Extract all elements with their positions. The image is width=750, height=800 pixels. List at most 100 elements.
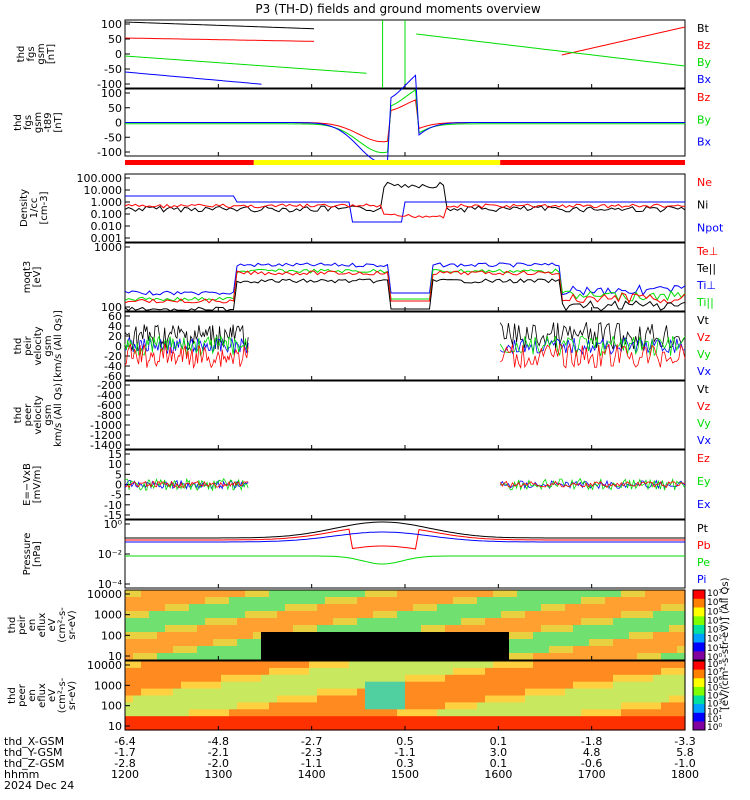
spectrogram-cell [637,639,646,647]
spectrogram-cell [197,618,206,626]
spectrogram-cell [221,702,230,710]
spectrogram-cell [437,702,446,710]
spectrogram-cell [573,688,582,697]
legend-Pe: Pe [697,556,710,569]
spectrogram-cell [189,661,198,669]
spectrogram-cell [213,639,222,647]
y-tick-label: 10⁻² [98,548,122,561]
spectrogram-cell [533,611,542,619]
series-Bz-late [561,26,686,56]
spectrogram-cell [621,632,630,640]
spectrogram-cell [557,632,566,640]
spectrogram-cell [645,702,654,710]
spectrogram-cell [261,632,270,640]
spectrogram-cell [405,611,414,619]
spectrogram-cell [629,611,638,619]
y-axis-label: (cm²-s- [57,607,68,643]
spectrogram-cell [589,674,598,683]
spectrogram-cell [261,723,270,731]
spectrogram-cell [357,723,366,731]
spectrogram-cell [229,618,238,626]
spectrogram-cell [541,632,550,640]
spectrogram-cell [317,597,326,605]
spectrogram-cell [365,702,374,710]
spectrogram-cell [541,667,550,676]
spectrogram-cell [341,597,350,605]
spectrogram-cell [469,611,478,619]
spectrogram-cell [677,611,686,619]
spectrogram-cell [645,618,654,626]
spectrogram-cell [157,667,166,676]
colorbar-segment [693,721,705,731]
y-tick-label: 100 [101,18,122,31]
spectrogram-cell [517,667,526,676]
spectrogram-cell [437,597,446,605]
spectrogram-cell [149,723,158,731]
spectrogram-cell [373,702,382,710]
spectrogram-cell [501,597,510,605]
spectrogram-cell [261,688,270,697]
spectrogram-cell [213,695,222,703]
spectrogram-cell [621,674,630,683]
spectrogram-cell [149,702,158,710]
panel-frame [124,380,686,450]
spectrogram-cell [461,618,470,626]
spectrogram-cell [405,695,414,703]
spectrogram-cell [221,611,230,619]
spectrogram-cell [381,639,390,647]
colorbar-segment [693,590,705,600]
spectrogram-cell [245,688,254,697]
spectrogram-cell [557,702,566,710]
spectrogram-cell [573,667,582,676]
spectrogram-cell [397,723,406,731]
legend-Bz: Bz [697,39,711,52]
spectrogram-cell [149,667,158,676]
spectrogram-cell [381,618,390,626]
spectrogram-cell [237,716,246,724]
spectrogram-cell [261,709,270,717]
series-#00dd00 [125,89,685,154]
spectrogram-cell [373,661,382,669]
spectrogram-cell [421,653,430,661]
spectrogram-cell [165,688,174,697]
spectrogram-cell [365,639,374,647]
spectrogram-cell [477,632,486,640]
spectrogram-cell [605,639,614,647]
x-tick-label: -1.1 [394,746,415,759]
spectrogram-cell [309,716,318,724]
spectrogram-cell [373,646,382,654]
y-axis-label: velocity [33,326,44,365]
spectrogram-cell [437,681,446,690]
spectrogram-cell [253,716,262,724]
x-row-label: thd_Z-GSM [4,757,64,770]
spectrogram-cell [157,723,166,731]
spectrogram-cell [445,597,454,605]
spectrogram-cell [237,646,246,654]
spectrogram-cell [213,618,222,626]
spectrogram-cell [149,661,158,669]
spectrogram-cell [133,681,142,690]
spectrogram-cell [333,639,342,647]
spectrogram-cell [365,618,374,626]
spectrogram-cell [557,661,566,669]
spectrogram-cell [157,681,166,690]
spectrogram-cell [445,695,454,703]
legend-Bx: Bx [697,136,712,149]
spectrogram-cell [221,632,230,640]
spectrogram-cell [405,709,414,717]
spectrogram-cell [597,716,606,724]
spectrogram-cell [365,611,374,619]
spectrogram-cell [253,709,262,717]
spectrogram-cell [501,695,510,703]
spectrogram-cell [229,653,238,661]
spectrogram-cell [525,590,534,598]
spectrogram-cell [573,723,582,731]
spectrogram-cell [493,646,502,654]
spectrogram-cell [445,590,454,598]
spectrogram-cell [205,702,214,710]
spectrogram-cell [557,611,566,619]
spectrogram-cell [453,597,462,605]
panel-density: 100.00010.0001.0000.1000.0100.001Density… [19,172,724,245]
spectrogram-cell [309,604,318,612]
spectrogram-cell [213,723,222,731]
